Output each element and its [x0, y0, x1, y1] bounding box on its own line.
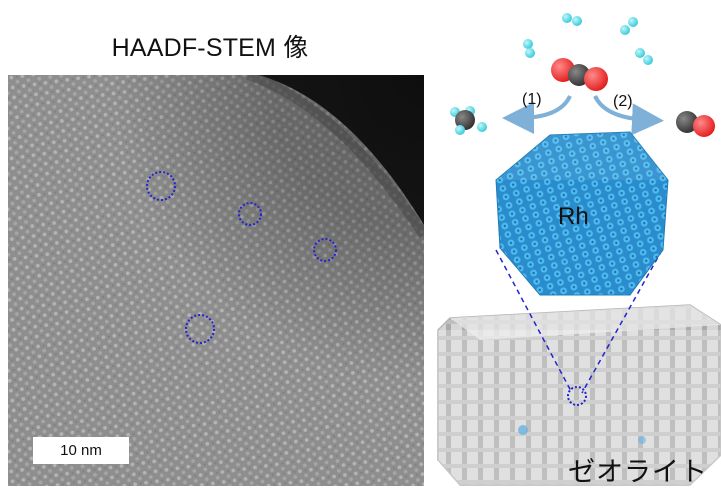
pathway-1-label: (1)	[522, 91, 542, 108]
rh-nanoparticle	[495, 131, 669, 296]
zeolite-framework	[437, 304, 721, 486]
rh-marker-2	[238, 202, 262, 226]
hydrogen-molecules	[523, 13, 653, 65]
pathway-1-arrow	[502, 95, 572, 134]
zeolite-label: ゼオライト	[568, 457, 708, 487]
stem-micrograph	[8, 75, 424, 486]
pathway-2-arrow	[593, 95, 664, 136]
rh-particle-markers	[146, 171, 337, 344]
co-molecule	[676, 111, 715, 137]
rh-marker-3	[313, 238, 337, 262]
haadf-stem-image	[8, 75, 424, 486]
catalyst-diagram	[437, 13, 721, 486]
rh-label: Rh	[558, 203, 589, 230]
rh-marker-1	[146, 171, 176, 201]
image-title: HAADF-STEM 像	[111, 34, 309, 62]
pathway-2-label: (2)	[613, 93, 633, 110]
rh-marker-4	[185, 314, 215, 344]
zoom-line-right	[581, 249, 663, 394]
scale-bar: 10 nm	[33, 437, 129, 464]
co2-molecule	[551, 58, 608, 91]
zoom-origin-marker	[567, 386, 587, 406]
ch4-molecule	[450, 106, 487, 135]
